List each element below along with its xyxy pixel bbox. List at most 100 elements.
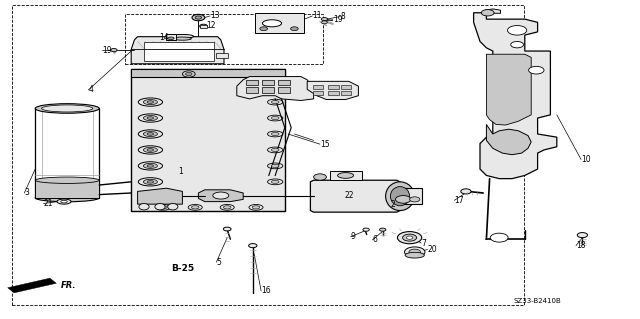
- Ellipse shape: [139, 204, 149, 210]
- Bar: [246, 80, 258, 85]
- Text: 6: 6: [372, 235, 378, 244]
- Text: 18: 18: [576, 241, 586, 250]
- Text: FR.: FR.: [61, 281, 76, 290]
- Bar: [12, 5, 524, 305]
- Text: 13: 13: [210, 11, 220, 20]
- Ellipse shape: [143, 115, 157, 121]
- Ellipse shape: [212, 192, 229, 199]
- Bar: [330, 171, 362, 180]
- Ellipse shape: [143, 163, 157, 168]
- Bar: [35, 180, 99, 198]
- Polygon shape: [310, 180, 400, 212]
- Ellipse shape: [271, 164, 279, 167]
- Bar: [125, 14, 323, 64]
- Ellipse shape: [271, 132, 279, 136]
- Polygon shape: [131, 69, 285, 77]
- Ellipse shape: [271, 148, 279, 152]
- Circle shape: [529, 66, 544, 74]
- Ellipse shape: [143, 131, 157, 137]
- Ellipse shape: [249, 244, 257, 248]
- Ellipse shape: [461, 189, 471, 194]
- Ellipse shape: [223, 206, 231, 209]
- Circle shape: [186, 72, 192, 76]
- Circle shape: [260, 27, 268, 31]
- Circle shape: [314, 174, 326, 180]
- Ellipse shape: [262, 20, 282, 27]
- Bar: [216, 53, 228, 58]
- Ellipse shape: [390, 187, 410, 206]
- Ellipse shape: [191, 206, 199, 209]
- Text: 7: 7: [421, 239, 426, 248]
- Polygon shape: [474, 13, 557, 179]
- Ellipse shape: [42, 105, 93, 112]
- Ellipse shape: [380, 228, 386, 231]
- Bar: [328, 91, 339, 95]
- Ellipse shape: [268, 179, 283, 185]
- Ellipse shape: [268, 99, 283, 105]
- Bar: [328, 85, 339, 89]
- Polygon shape: [307, 81, 358, 100]
- Text: 4: 4: [88, 85, 93, 94]
- Ellipse shape: [35, 194, 99, 202]
- Polygon shape: [198, 190, 243, 202]
- Ellipse shape: [363, 228, 369, 231]
- Text: 3: 3: [24, 189, 29, 197]
- Ellipse shape: [156, 204, 170, 210]
- Polygon shape: [483, 9, 500, 13]
- Ellipse shape: [168, 204, 178, 210]
- Circle shape: [490, 233, 508, 242]
- Bar: [35, 108, 99, 198]
- Ellipse shape: [168, 37, 174, 40]
- Ellipse shape: [249, 204, 263, 210]
- Text: B-25: B-25: [171, 264, 194, 273]
- Ellipse shape: [143, 100, 157, 105]
- Bar: [262, 87, 274, 93]
- Text: 9: 9: [351, 232, 356, 241]
- Circle shape: [291, 27, 298, 31]
- Ellipse shape: [271, 100, 279, 104]
- Bar: [341, 85, 351, 89]
- Text: 21: 21: [44, 199, 53, 208]
- Text: 16: 16: [261, 286, 271, 295]
- Ellipse shape: [173, 37, 191, 40]
- Bar: [278, 87, 290, 93]
- Bar: [397, 188, 422, 204]
- Ellipse shape: [322, 21, 328, 24]
- Ellipse shape: [61, 200, 67, 203]
- Ellipse shape: [268, 163, 283, 169]
- Ellipse shape: [138, 130, 163, 138]
- Polygon shape: [486, 54, 531, 125]
- Ellipse shape: [268, 131, 283, 137]
- Polygon shape: [237, 77, 314, 100]
- Ellipse shape: [147, 101, 154, 103]
- Circle shape: [396, 196, 411, 203]
- Bar: [278, 80, 290, 85]
- Ellipse shape: [111, 48, 117, 52]
- Ellipse shape: [138, 146, 163, 154]
- Circle shape: [481, 10, 494, 16]
- Ellipse shape: [147, 149, 154, 151]
- Bar: [200, 25, 207, 28]
- Ellipse shape: [143, 147, 157, 152]
- Bar: [166, 34, 176, 40]
- Ellipse shape: [138, 162, 163, 170]
- Ellipse shape: [577, 233, 588, 238]
- Circle shape: [508, 26, 527, 35]
- Ellipse shape: [147, 181, 154, 183]
- Bar: [144, 42, 214, 61]
- Bar: [131, 69, 285, 211]
- Text: 20: 20: [428, 245, 437, 254]
- Text: 12: 12: [206, 21, 216, 30]
- Ellipse shape: [57, 199, 71, 204]
- Bar: [313, 85, 323, 89]
- Bar: [262, 80, 274, 85]
- Ellipse shape: [321, 18, 328, 21]
- Ellipse shape: [147, 117, 154, 119]
- Ellipse shape: [223, 227, 231, 231]
- Text: 5: 5: [216, 258, 221, 267]
- Text: 11: 11: [312, 11, 322, 20]
- Circle shape: [182, 71, 195, 77]
- Ellipse shape: [138, 178, 163, 186]
- Ellipse shape: [159, 206, 167, 209]
- Ellipse shape: [143, 179, 157, 184]
